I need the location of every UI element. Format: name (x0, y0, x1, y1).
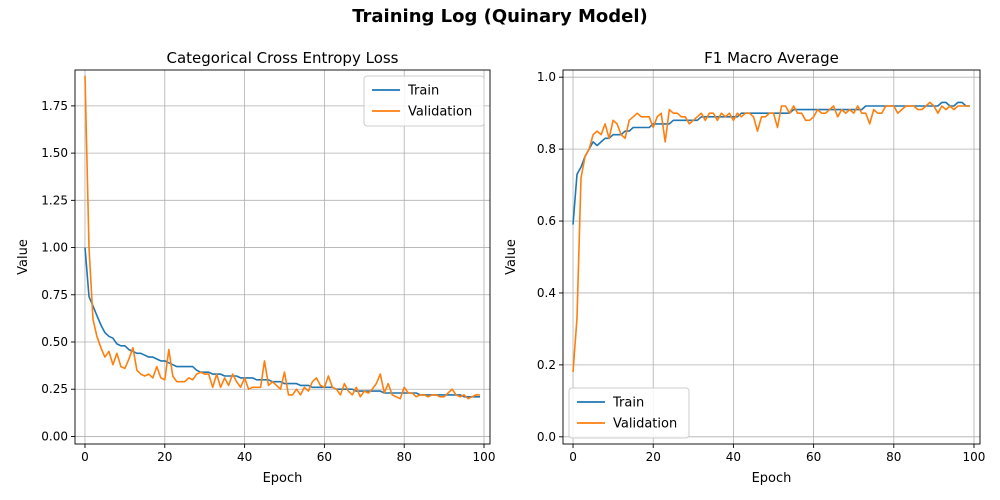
loss-x-tick-label: 80 (397, 450, 412, 464)
figure-suptitle: Training Log (Quinary Model) (352, 6, 648, 27)
f1-x-tick-label: 80 (886, 450, 901, 464)
loss-legend-box (363, 75, 485, 127)
loss-y-tick-label: 0.25 (41, 382, 68, 396)
loss-legend-label-train: Train (407, 84, 439, 99)
loss-y-tick-label: 1.75 (41, 99, 68, 113)
f1-x-tick-label: 0 (569, 450, 577, 464)
loss-chart-panel: 0 20 40 60 80 100 0.00 0.25 0.50 0.75 1.00 1.25 1.50… (16, 49, 495, 486)
loss-x-tick-label: 20 (157, 450, 172, 464)
f1-legend-box (568, 387, 690, 439)
f1-series-line-validation (572, 101, 970, 373)
f1-y-tick-label: 1.0 (537, 70, 556, 84)
loss-series-line-train (84, 247, 480, 398)
loss-y-tick-label: 0.75 (41, 288, 68, 302)
f1-x-tick-label: 20 (646, 450, 661, 464)
f1-x-tick-label: 100 (963, 450, 986, 464)
loss-y-tick-label: 0.50 (41, 335, 68, 349)
f1-y-tick-label: 0.6 (537, 214, 556, 228)
f1-legend-label-validation: Validation (613, 417, 677, 432)
loss-x-tick-label: 100 (473, 450, 496, 464)
f1-x-tick-label: 40 (726, 450, 741, 464)
f1-x-tick-label: 60 (806, 450, 821, 464)
loss-x-axis-label: Epoch (263, 471, 303, 486)
loss-y-axis-label: Value (16, 239, 31, 275)
loss-legend: Train Validation (363, 75, 485, 127)
f1-axes-frame (562, 69, 981, 445)
loss-y-tick-label: 0.00 (41, 429, 68, 443)
loss-legend-label-validation: Validation (408, 105, 472, 120)
f1-y-tick-label: 0.2 (537, 358, 556, 372)
loss-x-tick-label: 60 (317, 450, 332, 464)
f1-series-line-train (572, 101, 970, 225)
f1-legend: Train Validation (568, 387, 690, 439)
f1-x-axis-label: Epoch (752, 471, 792, 486)
f1-y-tick-label: 0.8 (537, 142, 556, 156)
loss-y-tick-label: 1.25 (41, 193, 68, 207)
f1-chart-title: F1 Macro Average (704, 49, 839, 67)
loss-axes-frame (74, 69, 491, 445)
f1-chart-panel: 0 20 40 60 80 100 0.0 0.2 0.4 0.6 0.8 1.0 F1 Macro A… (504, 49, 985, 486)
f1-y-axis-label: Value (504, 239, 519, 275)
f1-y-tick-label: 0.0 (537, 430, 556, 444)
loss-x-tick-label: 0 (81, 450, 89, 464)
loss-x-tick-label: 40 (237, 450, 252, 464)
loss-y-tick-label: 1.50 (41, 146, 68, 160)
f1-legend-label-train: Train (612, 396, 644, 411)
f1-y-tick-label: 0.4 (537, 286, 556, 300)
loss-series-line-validation (84, 75, 480, 400)
loss-chart-title: Categorical Cross Entropy Loss (166, 49, 398, 67)
loss-y-tick-label: 1.00 (41, 241, 68, 255)
